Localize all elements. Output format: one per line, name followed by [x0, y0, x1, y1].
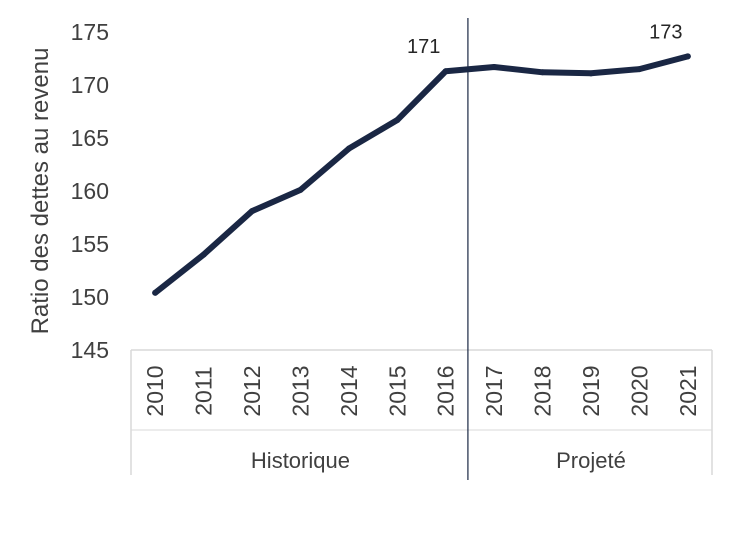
- data-point-2018: [539, 69, 546, 76]
- y-tick-label: 170: [71, 72, 109, 98]
- y-tick-label: 175: [71, 19, 109, 45]
- data-point-2020: [636, 66, 643, 73]
- x-tick-label-2019: 2019: [578, 365, 604, 416]
- data-point-2019: [587, 70, 594, 77]
- x-tick-label-2011: 2011: [191, 366, 217, 415]
- x-tick-label-2013: 2013: [287, 365, 313, 416]
- data-point-2013: [297, 186, 304, 193]
- x-tick-label-2010: 2010: [142, 365, 168, 416]
- x-tick-label-2014: 2014: [336, 365, 362, 416]
- data-point-2010: [152, 289, 159, 296]
- data-point-2011: [200, 251, 207, 258]
- x-tick-label-2017: 2017: [481, 365, 507, 416]
- y-tick-label: 165: [71, 125, 109, 151]
- x-tick-label-2015: 2015: [384, 365, 410, 416]
- data-point-2015: [394, 116, 401, 123]
- y-tick-label: 145: [71, 337, 109, 363]
- x-tick-label-2016: 2016: [433, 365, 459, 416]
- y-tick-label: 155: [71, 231, 109, 257]
- x-group-label-0: Historique: [251, 448, 350, 473]
- data-label-2021: 173: [649, 21, 682, 43]
- data-point-2016: [442, 68, 449, 75]
- data-point-2017: [491, 63, 498, 70]
- data-point-2021: [684, 53, 691, 60]
- data-point-2012: [249, 208, 256, 215]
- x-tick-label-2021: 2021: [675, 365, 701, 416]
- x-tick-label-2018: 2018: [530, 365, 556, 416]
- series-line-0: [152, 53, 691, 296]
- y-tick-label: 150: [71, 284, 109, 310]
- data-label-2016: 171: [407, 36, 440, 58]
- x-group-label-1: Projeté: [556, 448, 626, 473]
- x-tick-label-2020: 2020: [626, 365, 652, 416]
- data-point-2014: [345, 145, 352, 152]
- y-tick-label: 160: [71, 178, 109, 204]
- x-tick-label-2012: 2012: [239, 365, 265, 416]
- y-axis-label: Ratio des dettes au revenu: [27, 48, 54, 335]
